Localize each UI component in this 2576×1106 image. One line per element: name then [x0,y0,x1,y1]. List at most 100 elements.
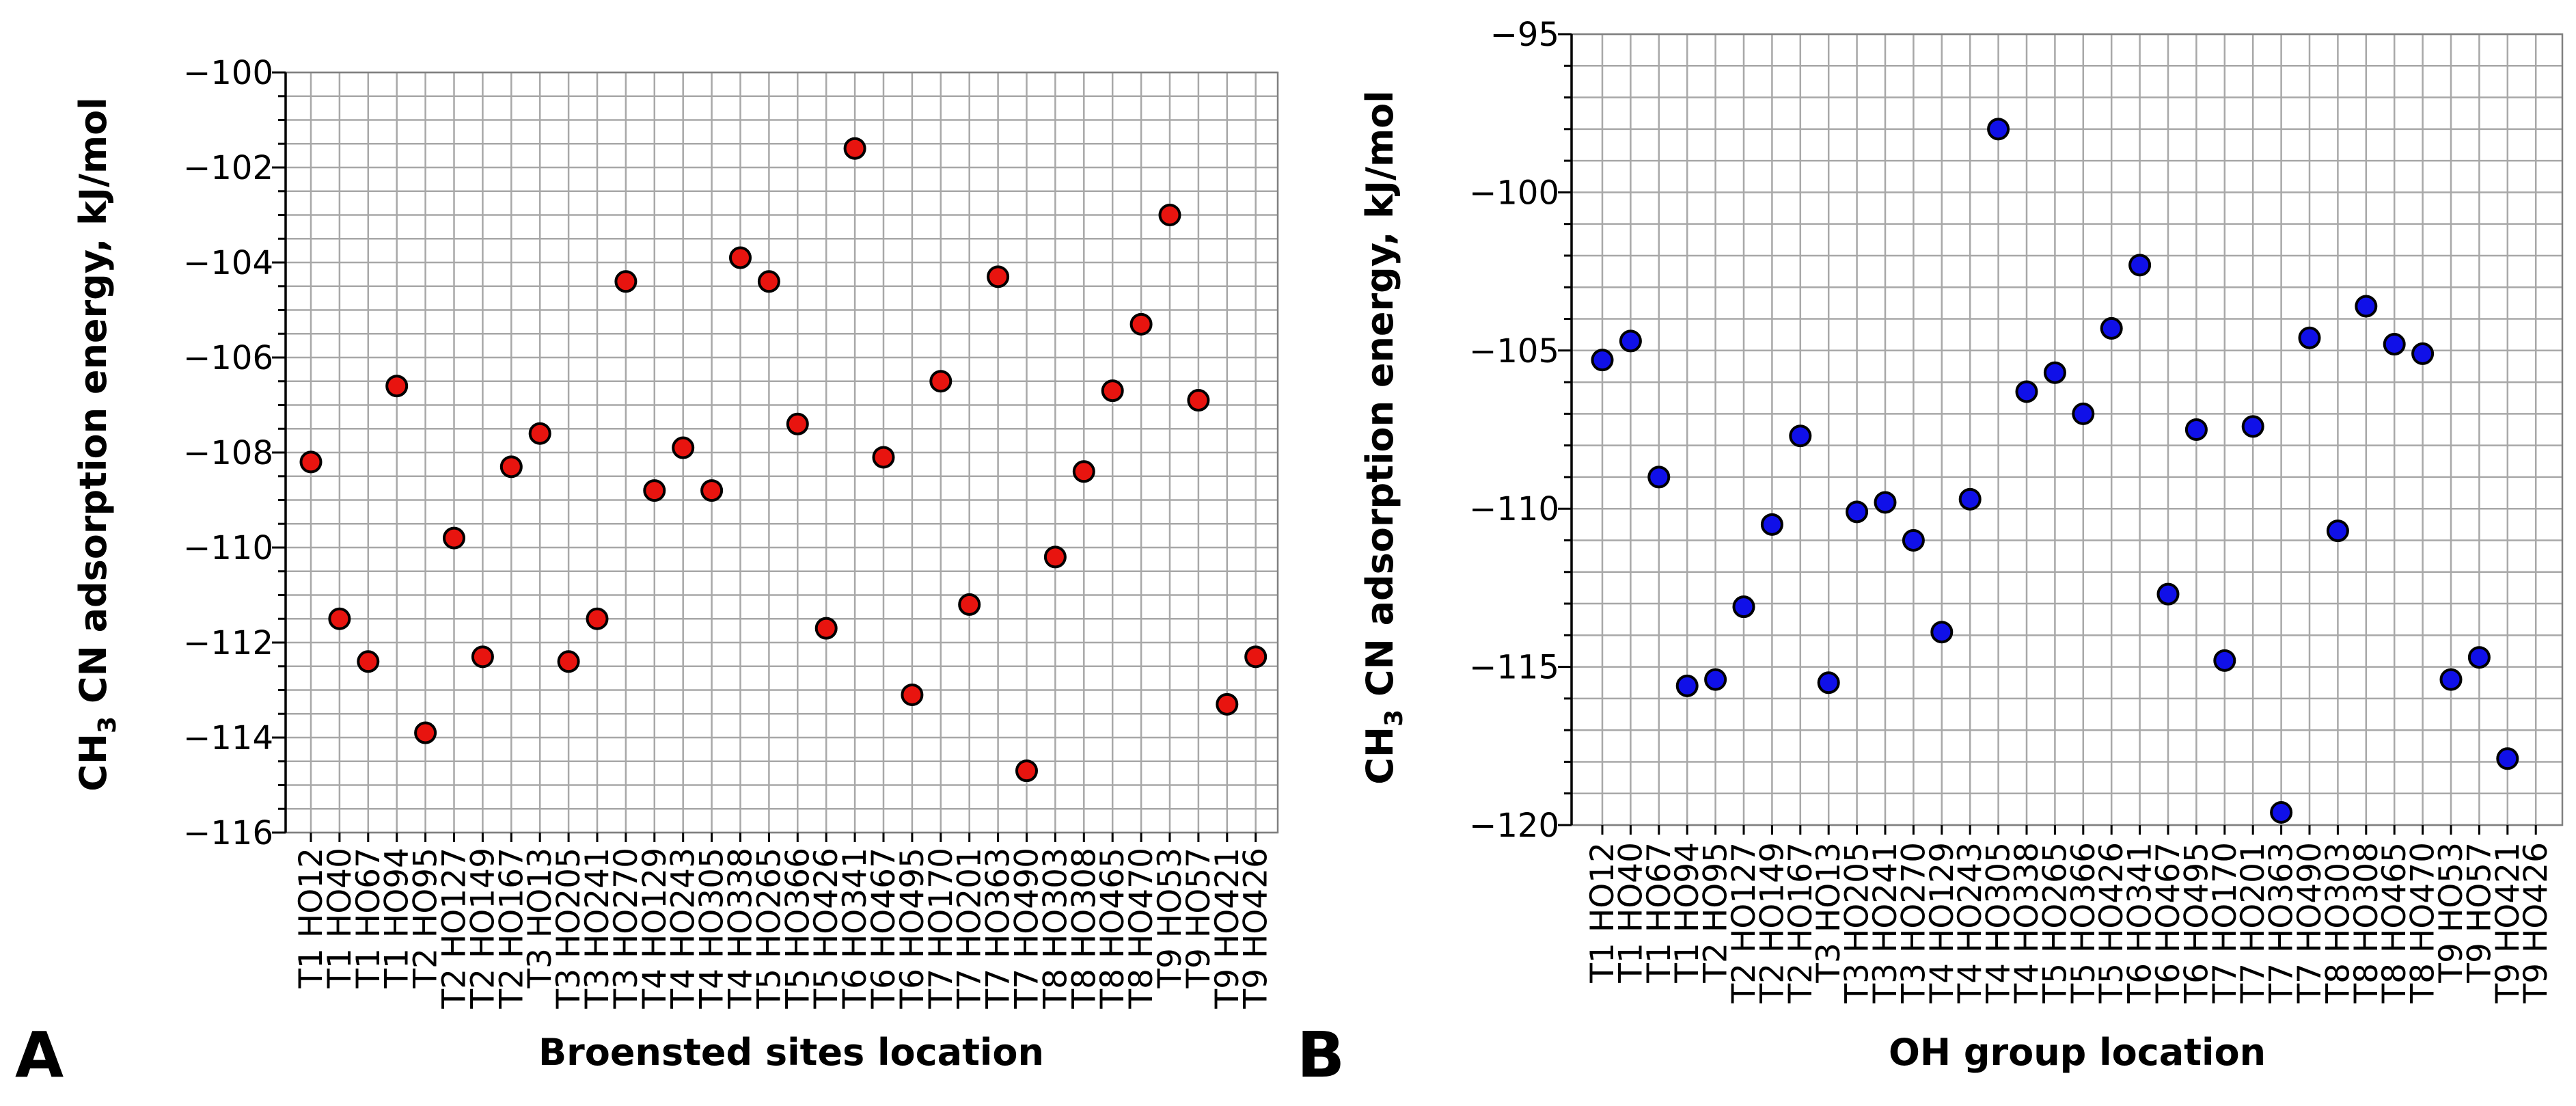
data-point [1043,545,1067,569]
data-point [443,526,465,550]
category-label: T1 HO12 [292,848,330,989]
data-point [1704,668,1727,691]
y-tick-label: −114 [183,719,273,757]
category-label: T3 HO13 [521,848,559,989]
y-tick-label: −100 [1469,174,1559,212]
data-point [1902,528,1925,552]
data-point [528,422,551,445]
data-point [729,246,752,269]
category-label: T2 HO127 [436,848,474,1010]
y-tick-label: −105 [1469,332,1559,370]
category-label: T8 HO470 [2404,842,2442,1004]
data-point [1675,674,1699,697]
category-label: T9 HO53 [2433,842,2470,984]
category-label: T1 HO40 [1612,842,1649,984]
data-point [2241,415,2264,438]
data-point [299,450,323,474]
panel-b-letter: B [1297,1019,1345,1092]
category-label: T1 HO67 [350,848,387,989]
data-point [2043,361,2066,384]
data-point [1647,466,1671,489]
data-point [2467,646,2491,669]
data-point [2072,402,2095,425]
category-label: T8 HO465 [1094,848,1132,1010]
category-label: T5 HO366 [2065,842,2102,1004]
category-label: T3 HO205 [1839,842,1876,1004]
category-label: T1 HO67 [1641,842,1678,984]
category-label: T1 HO94 [1669,842,1706,984]
y-tick-label: −108 [183,434,273,472]
data-point [929,370,953,393]
panel-b-grid [1570,33,2564,826]
data-point [1015,759,1038,783]
data-point [1987,118,2010,141]
panel-a-x-axis-title: Broensted sites location [538,1031,1044,1074]
data-point [1216,692,1239,716]
panel-a-y-axis-title: CH3 CN adsorption energy, kJ/mol [72,97,122,792]
category-label: T6 HO467 [865,848,903,1010]
category-label: T8 HO303 [2319,842,2357,1004]
category-label: T8 HO303 [1037,848,1074,1010]
panel-a-points [299,137,1268,783]
data-point [614,270,638,293]
category-label: T3 HO270 [1895,842,1932,1004]
data-point [1619,329,1642,353]
category-label: T3 HO241 [1867,842,1904,1004]
data-point [2213,649,2236,672]
data-point [700,479,724,502]
data-point [1846,500,1869,524]
category-label: T8 HO470 [1123,848,1160,1010]
data-point [1187,389,1210,412]
data-point [2128,254,2152,277]
data-point [2298,326,2321,349]
data-point [872,446,895,469]
data-point [987,265,1010,288]
data-point [843,137,866,160]
panel-a: A −100 −102 −104 −106 −108 −110 −112 −114 −116 T… [15,54,1279,1092]
data-point [1591,349,1614,372]
category-label: T9 HO57 [2461,842,2498,984]
panel-b-y-title-suffix: CN adsorption energy, kJ/mol [1358,90,1401,710]
data-point [557,650,580,673]
data-point [2439,668,2463,691]
data-point [357,650,380,673]
category-label: T4 HO243 [1951,842,1989,1004]
data-point [1101,379,1124,403]
panel-a-y-title-prefix: CH [72,733,115,792]
category-label: T9 HO426 [2517,842,2555,1004]
y-tick-label: −116 [183,814,273,852]
data-point [786,412,809,435]
category-label: T8 HO308 [2348,842,2385,1004]
data-point [814,617,838,640]
y-tick-label: −112 [183,624,273,662]
y-tick-label: −100 [183,54,273,92]
panel-a-y-title-suffix: CN adsorption energy, kJ/mol [72,97,115,716]
category-label: T6 HO495 [2178,842,2215,1004]
category-label: T2 HO167 [493,848,530,1010]
data-point [1158,204,1181,226]
data-point [958,593,981,616]
data-point [1760,513,1783,536]
category-label: T2 HO149 [464,848,502,1010]
data-point [1930,621,1954,644]
category-label: T9 HO421 [2489,842,2527,1004]
category-label: T2 HO95 [407,848,445,989]
data-point [1789,424,1812,448]
data-point [385,375,409,398]
data-point [757,270,780,293]
panel-a-y-ticks: −100 −102 −104 −106 −108 −110 −112 −114 −116 [183,54,287,852]
data-point [2383,333,2406,356]
data-point [643,479,666,502]
category-label: T4 HO243 [665,848,702,1010]
category-label: T7 HO363 [980,848,1017,1010]
category-label: T4 HO305 [1980,842,2018,1004]
panel-b-points [1591,118,2519,824]
category-label: T9 HO53 [1151,848,1189,989]
category-label: T7 HO170 [922,848,960,1010]
data-point [901,683,924,706]
data-point [1958,487,1982,511]
data-point [2326,520,2349,543]
data-point [672,436,695,459]
data-point [1817,671,1840,694]
